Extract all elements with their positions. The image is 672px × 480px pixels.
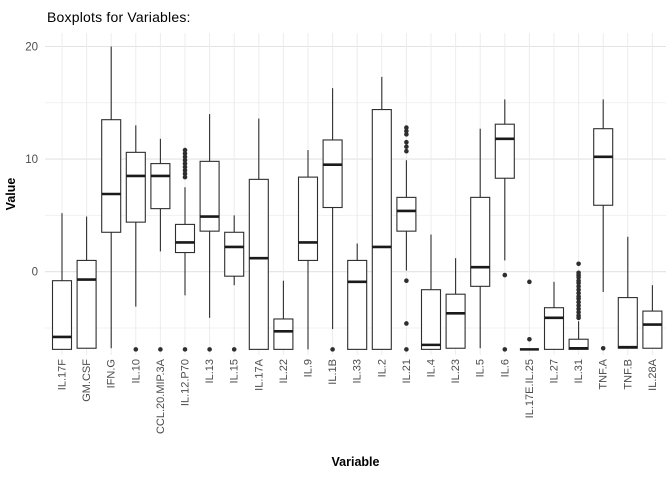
- x-tick-label: IL.12.P70: [180, 359, 192, 406]
- outlier-dot: [600, 345, 606, 351]
- outlier-dot: [576, 287, 581, 292]
- outlier-dot: [576, 299, 581, 305]
- y-axis-title: Value: [4, 178, 18, 211]
- boxplot-IL.28A: [642, 285, 663, 349]
- x-tick-label: GM.CSF: [81, 359, 93, 402]
- outlier-dot: [207, 347, 212, 352]
- x-tick-label: IL.13: [204, 359, 216, 383]
- outlier-dot: [404, 139, 409, 145]
- boxplot-IL.15: [224, 215, 245, 352]
- x-tick-label: IL.6: [499, 359, 511, 377]
- boxplot-IL.1B: [322, 88, 343, 352]
- outlier-dot: [404, 347, 409, 352]
- x-tick-label: IL.22: [278, 359, 290, 383]
- boxplot-IL.27: [543, 281, 565, 350]
- x-axis-title: Variable: [332, 455, 380, 469]
- outlier-dot: [576, 284, 581, 289]
- outlier-dot: [133, 347, 139, 352]
- outlier-dot: [502, 272, 508, 278]
- boxplot-IL.17F: [51, 213, 73, 350]
- outlier-dot: [576, 309, 581, 315]
- x-tick-label: IL.28A: [647, 358, 659, 390]
- boxplot-IL.10: [125, 125, 146, 352]
- outlier-dot: [576, 261, 581, 267]
- outlier-dot: [182, 157, 188, 163]
- outlier-dot: [404, 321, 409, 326]
- x-tick-label: IL.4: [426, 359, 438, 377]
- x-tick-label: IL.10: [130, 359, 142, 383]
- x-tick-label: IL.2: [376, 359, 388, 377]
- outlier-dot: [182, 347, 188, 352]
- x-tick-label: CCL.20.MIP.3A: [155, 358, 167, 434]
- outlier-dot: [182, 174, 188, 180]
- boxplot-IL.9: [297, 150, 319, 350]
- x-tick-label: TNF.A: [598, 358, 610, 389]
- x-tick-label: IL.21: [401, 359, 413, 383]
- x-tick-label: IL.27: [549, 359, 561, 383]
- outlier-dot: [576, 306, 581, 312]
- outlier-dot: [576, 280, 581, 286]
- boxplot-GM.CSF: [76, 216, 97, 349]
- outlier-dot: [231, 347, 237, 352]
- boxplot-IFN.G: [101, 46, 122, 349]
- y-tick-label: 20: [25, 42, 38, 54]
- outlier-dot: [182, 147, 188, 153]
- x-tick-label: IL.9: [303, 359, 315, 377]
- outlier-dot: [182, 164, 188, 170]
- chart-title: Boxplots for Variables:: [47, 9, 191, 25]
- outlier-dot: [404, 148, 409, 154]
- y-tick-label: 0: [32, 267, 38, 279]
- x-tick-label: IL.23: [450, 359, 462, 383]
- x-tick-label: IL.31: [573, 359, 585, 383]
- boxplot-IL.31: [568, 261, 589, 350]
- boxplot-IL.17A: [248, 118, 269, 350]
- outlier-dot: [182, 154, 188, 160]
- x-tick-label: TNF.B: [622, 359, 634, 390]
- outlier-dot: [527, 279, 532, 285]
- boxplot-IL.13: [199, 114, 220, 352]
- boxplot-IL.33: [347, 243, 368, 350]
- x-tick-label: IL.5: [475, 359, 487, 377]
- boxplot-IL.23: [445, 258, 466, 349]
- outlier-dot: [502, 347, 508, 352]
- boxplot-IL.17E.IL.25: [519, 279, 539, 351]
- boxplot-IL.21: [396, 125, 417, 352]
- boxplot-IL.5: [470, 128, 491, 349]
- outlier-dot: [404, 128, 409, 134]
- x-tick-label: IL.17A: [253, 358, 265, 390]
- outlier-dot: [330, 347, 335, 352]
- boxplot-IL.6: [494, 99, 515, 352]
- outlier-dot: [404, 144, 409, 150]
- boxplot-IL.22: [273, 280, 294, 350]
- outlier-dot: [576, 315, 581, 321]
- boxplot-IL.4: [420, 234, 442, 350]
- x-tick-label: IFN.G: [106, 359, 118, 388]
- x-tick-label: IL.17F: [57, 359, 69, 390]
- outlier-dot: [527, 336, 532, 342]
- boxplot-IL.12.P70: [174, 147, 196, 352]
- outlier-dot: [182, 168, 188, 173]
- outlier-dot: [576, 275, 581, 280]
- x-tick-label: IL.1B: [327, 359, 339, 385]
- boxplot-IL.2: [371, 76, 392, 350]
- outlier-dot: [158, 347, 163, 352]
- outlier-dot: [404, 132, 409, 137]
- outlier-dot: [182, 171, 188, 177]
- outlier-dot: [576, 296, 581, 302]
- outlier-dot: [576, 303, 581, 308]
- outlier-dot: [576, 290, 581, 296]
- outlier-dot: [182, 151, 188, 156]
- boxplot-CCL.20.MIP.3A: [150, 138, 171, 352]
- outlier-dot: [404, 278, 409, 283]
- x-tick-label: IL.33: [352, 359, 364, 383]
- x-tick-label: IL.17E.IL.25: [524, 359, 536, 418]
- boxplot-TNF.B: [617, 236, 638, 349]
- boxplot-TNF.A: [593, 99, 614, 351]
- x-tick-label: IL.15: [229, 359, 241, 383]
- y-tick-label: 10: [25, 154, 38, 166]
- outlier-dot: [182, 161, 188, 166]
- outlier-dot: [404, 125, 409, 130]
